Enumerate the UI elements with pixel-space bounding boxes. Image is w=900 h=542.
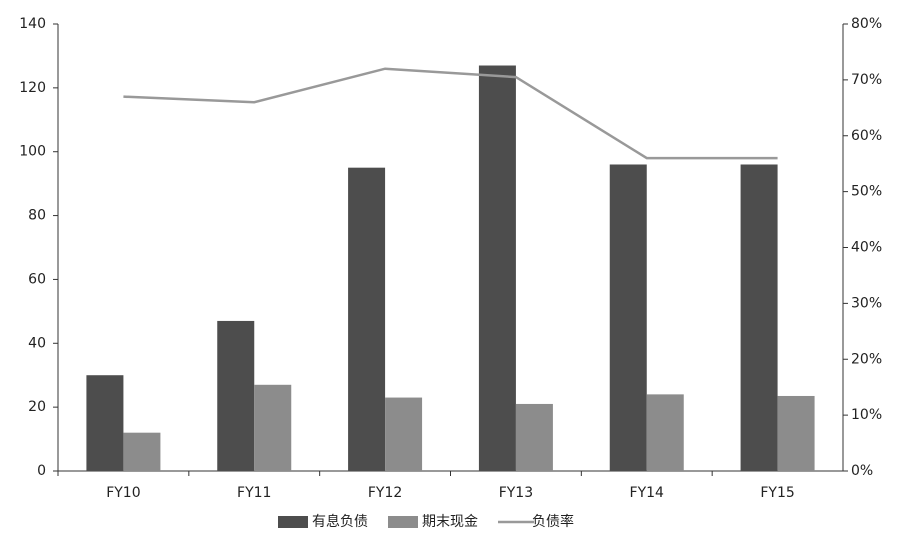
y-tick-label: 80	[28, 208, 46, 224]
x-tick-label: FY11	[237, 485, 271, 501]
y2-tick-label: 0%	[851, 463, 873, 479]
y-tick-label: 120	[19, 80, 46, 96]
y-tick-label: 0	[37, 463, 46, 479]
bar	[478, 65, 516, 471]
y2-tick-label: 30%	[851, 295, 882, 311]
bar	[646, 394, 684, 471]
y2-tick-label: 70%	[851, 72, 882, 88]
y-tick-label: 60	[28, 271, 46, 287]
bar	[217, 320, 255, 471]
x-tick-label: FY14	[630, 485, 665, 501]
bar	[777, 395, 815, 471]
y-tick-label: 40	[28, 335, 46, 351]
bar	[123, 432, 161, 471]
bar	[86, 375, 124, 471]
bar	[740, 164, 778, 471]
legend-label: 负债率	[532, 513, 574, 530]
legend-swatch	[278, 516, 308, 528]
y-tick-label: 20	[28, 399, 46, 415]
line	[123, 67, 778, 160]
legend-label: 有息负债	[312, 513, 368, 530]
bar	[385, 397, 423, 471]
y-tick-label: 140	[19, 16, 46, 32]
y2-tick-label: 80%	[851, 16, 882, 32]
bar	[348, 167, 386, 471]
bar	[254, 384, 292, 471]
x-tick-label: FY15	[760, 485, 794, 501]
legend-label: 期末现金	[422, 514, 478, 530]
y2-tick-label: 50%	[851, 184, 882, 200]
y2-tick-label: 40%	[851, 240, 882, 256]
legend-swatch	[388, 516, 418, 528]
x-tick-label: FY10	[106, 485, 140, 501]
y2-tick-label: 60%	[851, 128, 882, 144]
x-tick-label: FY13	[499, 485, 533, 501]
y-tick-label: 100	[19, 144, 46, 160]
bar	[609, 164, 647, 471]
y2-tick-label: 20%	[851, 351, 882, 367]
x-tick-label: FY12	[368, 485, 402, 501]
bar	[515, 403, 553, 471]
y2-tick-label: 10%	[851, 407, 882, 423]
